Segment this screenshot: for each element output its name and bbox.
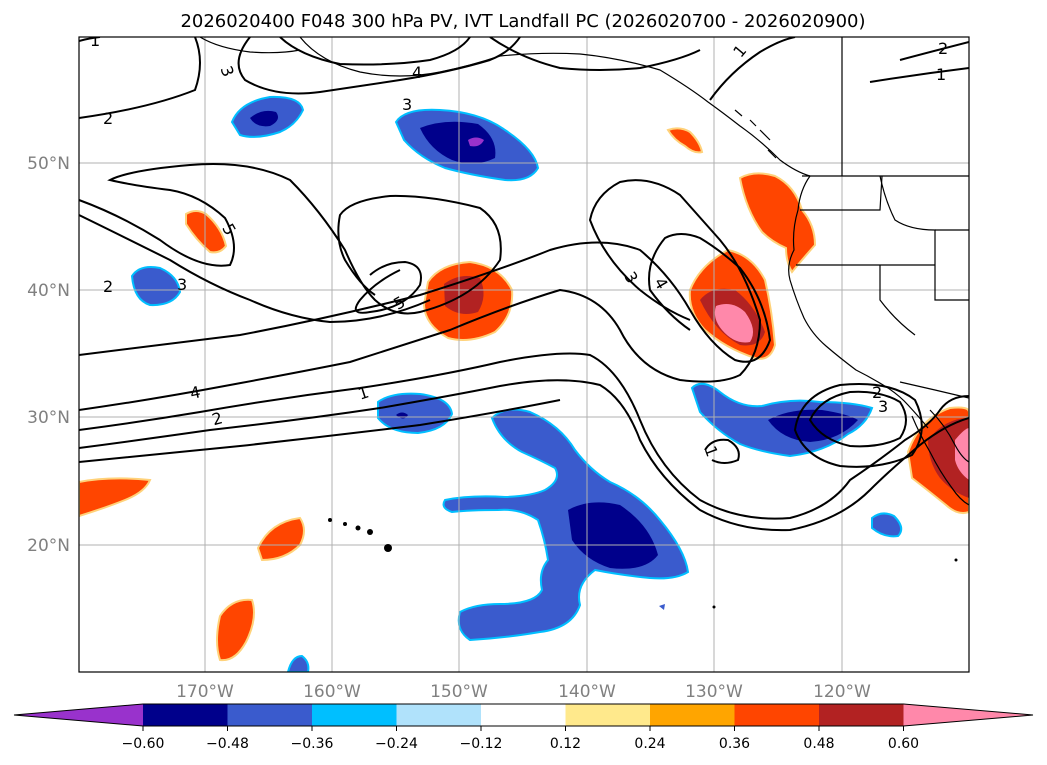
colorbar-extend-min [14,704,143,726]
lon-label: 150°W [430,682,488,702]
colorbar-tick-label: 0.36 [719,736,750,752]
contour-label: 3 [177,275,187,294]
colorbar-tick-label: −0.24 [375,736,418,752]
colorbar-tick-label: −0.48 [206,736,249,752]
pos-region-south-a [256,516,305,562]
positive-ivt-regions [79,127,969,662]
pv-contour-long-west [79,214,431,324]
pv-contour-big-ridge [79,163,502,315]
nv-az-border [879,265,916,336]
contour-label: 3 [402,95,412,114]
west-coast [788,175,929,429]
id-mt-border [879,175,969,301]
contour-label: 1 [90,31,100,50]
pv-contour-band-1 [79,233,772,363]
pv-contour-5-center [354,260,422,314]
colorbar-segment [481,704,567,726]
gulf-of-california [929,409,969,463]
colorbar-extend-max [903,704,1033,726]
pos-region-bc [666,127,704,154]
map-title: 2026020400 F048 300 hPa PV, IVT Landfall… [180,11,865,32]
colorbar-tick-label: −0.12 [460,736,503,752]
pos-region-west [185,210,228,254]
contour-label: 2 [938,39,948,58]
coastlines [199,37,969,506]
pv-contour-1-east [709,37,796,101]
pv-contour-band-5 [79,399,561,463]
pv-contour-socal-loop [808,390,907,448]
pv-contour-band-3 [79,352,969,520]
colorbar-segment [227,704,313,726]
contour-label: 1 [936,65,946,84]
pos-max-baja [955,428,969,480]
pv-contour-top-mid [489,37,701,71]
pv-contour-2-ne [899,41,969,61]
lon-label: 160°W [303,682,361,702]
map-frame [78,36,970,673]
map-panel[interactable]: 1 1 1 1 1 2 2 2 2 2 3 3 3 3 3 4 4 4 5 5 [79,31,969,672]
colorbar-segment [312,704,398,726]
mexico-border [899,381,969,399]
aleutian-coast [199,37,301,54]
wa-or-border [800,175,883,211]
lat-label: 30°N [27,408,70,428]
pv-contours [79,37,969,532]
pv-contour-band-2 [79,179,762,411]
islands [328,518,958,609]
lat-label: 50°N [27,154,70,174]
colorbar-segment [143,704,229,726]
lon-label: 140°W [558,682,616,702]
pv-contour-socal-small [704,438,740,464]
contour-label: 2 [872,383,882,402]
colorbar-segment [734,704,820,726]
contour-label: 4 [188,382,202,403]
longitude-labels: 170°W 160°W 150°W 140°W 130°W 120°W [176,682,871,702]
neg-region-subtropical [442,408,690,642]
neg-dot [659,604,665,610]
colorbar-tick-label: 0.24 [634,736,665,752]
neg-core-gulf [420,121,496,164]
pv-contour-socal-outer [793,383,923,468]
contour-label: 2 [210,408,225,429]
latitude-labels: 50°N 40°N 30°N 20°N [27,154,70,556]
pv-contour-band-4 [79,379,969,532]
neg-core-aleutian [250,110,278,127]
contour-label: 4 [412,63,422,82]
colorbar-tick-label: 0.60 [888,736,919,752]
colorbar-tick-label: 0.48 [803,736,834,752]
pos-max-coast [714,304,754,343]
pos-region-pnw [738,172,817,274]
pv-contour-3-top [237,37,521,95]
neg-min-gulf [468,137,484,147]
pv-contour-2-nw [79,37,201,119]
colorbar-tick-label: −0.36 [291,736,334,752]
pos-region-sw-edge [79,477,152,518]
neg-region-bottom [286,654,310,672]
lon-label: 170°W [176,682,234,702]
contour-label: 2 [103,277,113,296]
colorbar-segment [396,704,482,726]
neg-region-small-se [871,512,903,538]
lat-label: 40°N [27,281,70,301]
lon-label: 130°W [685,682,743,702]
neg-region-central [377,392,454,435]
contour-label: 2 [103,109,113,128]
pos-region-south-b [216,598,255,662]
colorbar: −0.60 −0.48 −0.36 −0.24 −0.12 0.12 0.24 0.36 0.4… [13,703,1034,752]
contour-label: 3 [878,397,888,416]
colorbar-segment [650,704,736,726]
neg-region-west [130,266,182,307]
colorbar-tick-label: 0.12 [550,736,581,752]
bc-islands [734,109,777,159]
colorbar-tick-label: −0.60 [122,736,165,752]
pv-contour-1-ne [869,67,969,83]
pv-contour-3-upper [279,37,471,66]
neg-core-subtropical [568,502,658,569]
colorbar-segment [819,704,905,726]
colorbar-segment [565,704,651,726]
lat-label: 20°N [27,536,70,556]
lon-label: 120°W [813,682,871,702]
alaska-coast [299,37,811,177]
